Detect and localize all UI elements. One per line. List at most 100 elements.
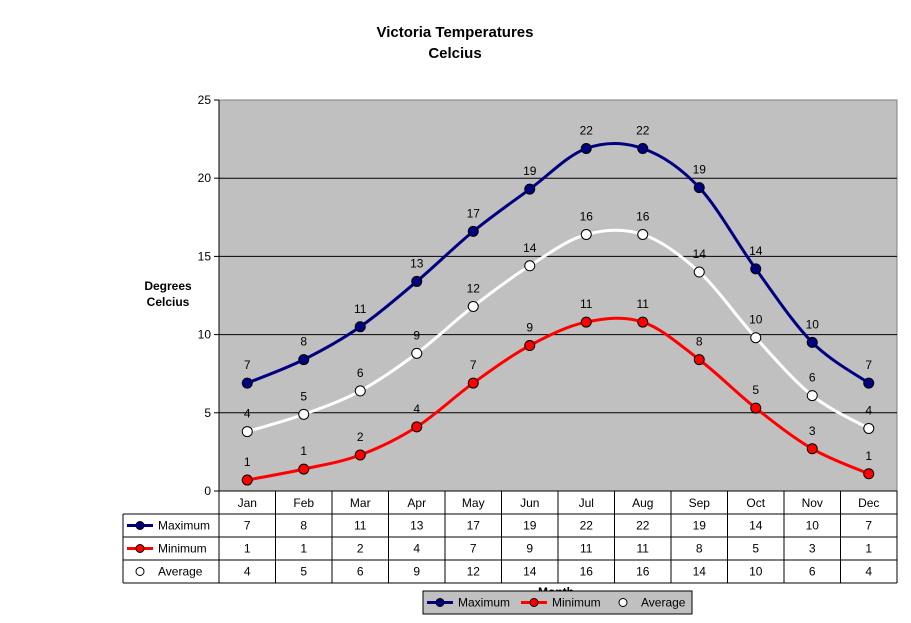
data-label-average: 6 xyxy=(357,366,364,380)
data-label-average: 9 xyxy=(413,328,420,342)
y-axis-label-line1: Degrees xyxy=(144,279,192,293)
data-point-minimum xyxy=(637,316,649,328)
data-label-minimum: 8 xyxy=(696,335,703,349)
data-label-minimum: 1 xyxy=(244,455,251,469)
table-cell-minimum: 11 xyxy=(637,542,650,556)
data-point-average xyxy=(241,426,253,438)
table-cell-maximum: 7 xyxy=(865,519,872,533)
chart-title: Victoria Temperatures xyxy=(376,24,533,41)
table-cell-average: 10 xyxy=(749,565,763,579)
data-label-maximum: 19 xyxy=(693,163,707,177)
table-cell-minimum: 7 xyxy=(470,542,477,556)
data-label-maximum: 14 xyxy=(749,244,763,258)
table-category-label: Apr xyxy=(407,496,426,510)
table-cell-average: 9 xyxy=(413,565,420,579)
data-label-minimum: 11 xyxy=(580,297,593,311)
table-series-name: Maximum xyxy=(158,519,210,533)
data-point-average xyxy=(750,332,762,344)
data-point-average xyxy=(580,229,592,241)
table-legend-key-marker-maximum xyxy=(135,521,145,530)
table-cell-maximum: 22 xyxy=(580,519,594,533)
legend-key-marker-minimum xyxy=(529,598,539,607)
table-cell-average: 16 xyxy=(580,565,594,579)
table-cell-average: 14 xyxy=(693,565,707,579)
table-cell-average: 16 xyxy=(636,565,650,579)
table-category-label: Mar xyxy=(350,496,371,510)
table-cell-minimum: 1 xyxy=(244,542,251,556)
data-point-maximum xyxy=(637,142,649,154)
data-label-minimum: 4 xyxy=(413,402,420,416)
data-point-average xyxy=(354,385,366,397)
data-point-average xyxy=(411,347,423,359)
table-category-label: Aug xyxy=(632,496,653,510)
table-cell-maximum: 10 xyxy=(806,519,820,533)
data-point-minimum xyxy=(411,421,423,433)
y-tick-label: 5 xyxy=(204,406,211,420)
data-label-minimum: 1 xyxy=(865,449,872,463)
data-point-maximum xyxy=(241,377,253,389)
y-tick-label: 15 xyxy=(198,249,212,263)
table-legend-key-marker-average xyxy=(135,567,145,576)
data-label-minimum: 5 xyxy=(752,383,759,397)
data-point-average xyxy=(693,266,705,278)
legend-label-maximum: Maximum xyxy=(458,596,510,610)
table-cell-average: 4 xyxy=(244,565,251,579)
data-label-average: 4 xyxy=(865,403,872,417)
data-label-minimum: 11 xyxy=(637,297,650,311)
data-label-minimum: 9 xyxy=(526,321,533,335)
data-label-maximum: 10 xyxy=(806,317,820,331)
data-label-minimum: 3 xyxy=(809,424,816,438)
data-label-maximum: 22 xyxy=(580,123,594,137)
table-cell-maximum: 8 xyxy=(300,519,307,533)
table-category-label: Feb xyxy=(293,496,314,510)
legend-box xyxy=(422,590,693,615)
data-point-average xyxy=(806,390,818,402)
data-point-maximum xyxy=(354,321,366,333)
data-point-minimum xyxy=(580,316,592,328)
table-cell-minimum: 11 xyxy=(580,542,593,556)
legend: Maximum Minimum Average xyxy=(422,590,693,615)
table-category-label: Jan xyxy=(238,496,257,510)
data-label-average: 6 xyxy=(809,371,816,385)
data-label-minimum: 1 xyxy=(300,444,307,458)
table-cell-maximum: 13 xyxy=(410,519,424,533)
data-label-average: 16 xyxy=(580,210,594,224)
table-cell-average: 6 xyxy=(809,565,816,579)
data-point-minimum xyxy=(806,443,818,455)
table-category-label: Oct xyxy=(746,496,765,510)
data-label-maximum: 8 xyxy=(300,335,307,349)
data-point-minimum xyxy=(241,474,253,486)
data-point-maximum xyxy=(524,183,536,195)
data-point-minimum xyxy=(863,468,875,480)
table-cell-average: 12 xyxy=(467,565,481,579)
data-point-maximum xyxy=(411,275,423,287)
y-tick-label: 0 xyxy=(204,484,211,498)
plot-area xyxy=(218,99,898,492)
data-label-average: 16 xyxy=(636,210,650,224)
table-series-name: Average xyxy=(158,565,203,579)
table-cell-minimum: 4 xyxy=(413,542,420,556)
data-label-maximum: 11 xyxy=(354,302,367,316)
data-point-minimum xyxy=(467,377,479,389)
data-label-average: 12 xyxy=(467,281,481,295)
data-label-maximum: 13 xyxy=(410,256,424,270)
y-axis-ticks: 0 5 10 15 20 25 xyxy=(198,93,220,498)
data-point-maximum xyxy=(298,354,310,366)
table-cell-maximum: 14 xyxy=(749,519,763,533)
table-cell-maximum: 19 xyxy=(693,519,707,533)
table-series-name: Minimum xyxy=(158,542,207,556)
chart-subtitle: Celcius xyxy=(428,45,481,62)
table-category-label: Sep xyxy=(689,496,711,510)
gridlines xyxy=(219,177,897,414)
data-point-minimum xyxy=(298,463,310,475)
data-point-minimum xyxy=(354,449,366,461)
data-label-maximum: 7 xyxy=(244,358,251,372)
data-label-average: 14 xyxy=(523,241,537,255)
table-cell-minimum: 1 xyxy=(300,542,307,556)
data-label-minimum: 7 xyxy=(470,358,477,372)
data-table: Jan Feb Mar Apr May Jun Jul Aug Sep Oct Nov Dec Maxi… xyxy=(122,490,898,584)
table-cell-maximum: 17 xyxy=(467,519,481,533)
table-cell-average: 6 xyxy=(357,565,364,579)
